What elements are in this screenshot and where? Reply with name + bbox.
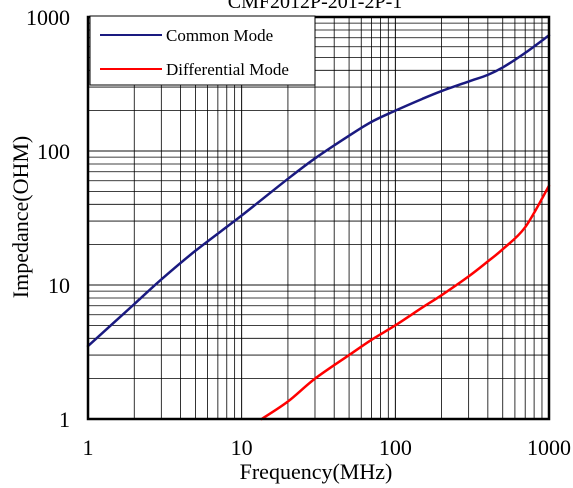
x-tick-labels: 1 10 100 1000 [83, 435, 572, 460]
legend-box [89, 15, 316, 86]
plot-frame [86, 15, 551, 421]
y-tick-label: 10 [48, 273, 70, 298]
series-line-differential-mode [260, 184, 551, 421]
y-axis-label: Impedance(OHM) [8, 136, 33, 299]
x-axis-label: Frequency(MHz) [240, 459, 393, 484]
legend-label-common-mode: Common Mode [166, 26, 273, 45]
x-tick-label: 1000 [527, 435, 571, 460]
series-group [86, 34, 551, 421]
series-line-common-mode [86, 34, 551, 348]
y-tick-labels: 1 10 100 1000 [26, 5, 70, 432]
y-tick-label: 100 [37, 139, 70, 164]
y-tick-label: 1 [59, 407, 70, 432]
legend-label-differential-mode: Differential Mode [166, 60, 289, 79]
x-tick-label: 100 [379, 435, 412, 460]
x-tick-label: 1 [83, 435, 94, 460]
y-tick-label: 1000 [26, 5, 70, 30]
x-tick-label: 10 [231, 435, 253, 460]
chart-title: CMF2012P-201-2P-1 [228, 0, 402, 13]
legend: Common Mode Differential Mode [89, 15, 316, 86]
